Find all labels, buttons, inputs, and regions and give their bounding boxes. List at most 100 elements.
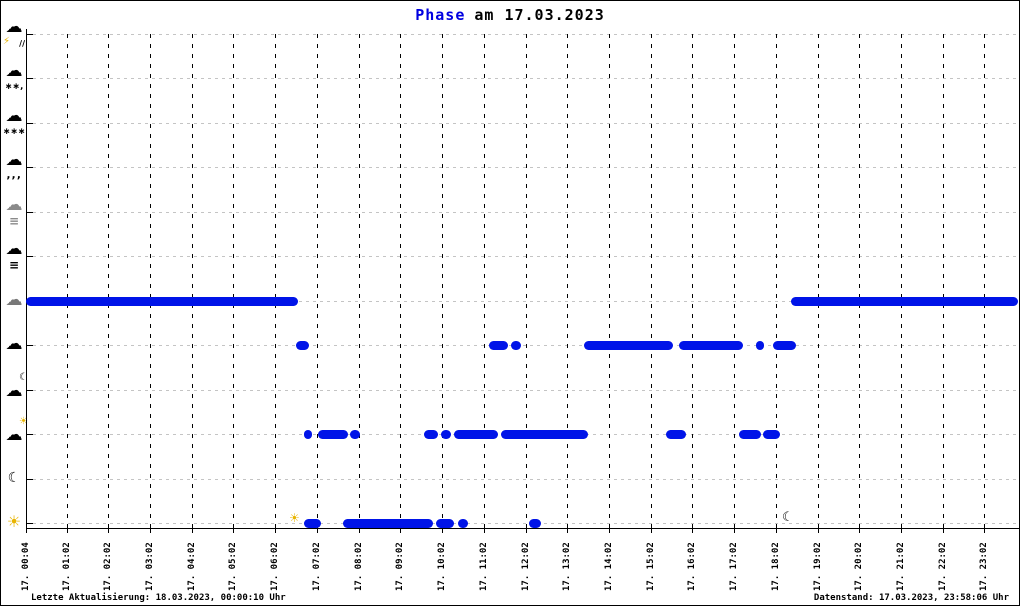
x-tick xyxy=(317,529,318,533)
x-tick-label: 17. 00:04 xyxy=(21,542,31,591)
v-gridline xyxy=(359,34,360,528)
v-gridline xyxy=(818,34,819,528)
h-gridline xyxy=(26,123,1019,124)
v-gridline xyxy=(400,34,401,528)
cloud-sun-icon-overlay: ☀ xyxy=(19,416,28,427)
x-tick xyxy=(818,529,819,533)
y-tick xyxy=(26,390,33,391)
cloud-moon-icon: ☁ ☾ xyxy=(2,372,29,405)
y-tick xyxy=(26,123,33,124)
v-gridline xyxy=(150,34,151,528)
v-gridline xyxy=(943,34,944,528)
v-gridline xyxy=(192,34,193,528)
snow-icon: ☁ ∗∗∗ xyxy=(2,106,26,138)
x-tick-label: 17. 06:02 xyxy=(270,542,280,591)
y-tick xyxy=(26,479,33,480)
sleet-icon-detail: ∗∗‚ xyxy=(4,82,24,92)
data-segment xyxy=(791,297,1018,306)
x-tick xyxy=(150,529,151,533)
cloud-sun-icon: ☁ ☀ xyxy=(2,416,29,449)
x-tick-label: 17. 12:02 xyxy=(521,542,531,591)
x-tick xyxy=(484,529,485,533)
v-gridline xyxy=(651,34,652,528)
data-segment xyxy=(436,519,454,528)
sun-icon: ☀ xyxy=(2,506,26,538)
rain-icon-detail: ‚‚‚ xyxy=(6,168,22,181)
y-tick xyxy=(26,345,33,346)
v-gridline xyxy=(108,34,109,528)
v-gridline xyxy=(275,34,276,528)
v-gridline xyxy=(526,34,527,528)
data-segment xyxy=(584,341,673,350)
x-tick-label: 17. 15:02 xyxy=(646,542,656,591)
x-tick-label: 17. 22:02 xyxy=(938,542,948,591)
h-gridline xyxy=(26,345,1019,346)
mist-icon: ☁ ≡ xyxy=(2,195,26,228)
fog-icon: ☁ ≡ xyxy=(2,239,26,272)
data-segment xyxy=(441,430,451,439)
data-segment xyxy=(489,341,508,350)
y-tick xyxy=(26,256,33,257)
x-tick xyxy=(651,529,652,533)
x-tick-label: 17. 21:02 xyxy=(896,542,906,591)
y-tick xyxy=(26,434,33,435)
h-gridline xyxy=(26,167,1019,168)
x-tick-label: 17. 19:02 xyxy=(813,542,823,591)
v-gridline xyxy=(317,34,318,528)
sunset-moon-icon: ☾ xyxy=(782,510,794,525)
thunderstorm-icon-detail: ∕∕ xyxy=(19,39,25,48)
x-tick xyxy=(67,529,68,533)
sleet-icon: ☁ ∗∗‚ xyxy=(2,61,26,93)
cloud-moon-icon-overlay: ☾ xyxy=(19,372,28,383)
x-tick-label: 17. 23:02 xyxy=(979,542,989,591)
data-segment xyxy=(458,519,468,528)
lightning-bolt-glyph: ⚡ xyxy=(3,36,11,47)
data-segment xyxy=(773,341,796,350)
x-tick-label: 17. 07:02 xyxy=(312,542,322,591)
v-gridline xyxy=(484,34,485,528)
moon-icon: ☾ xyxy=(2,462,26,494)
v-gridline xyxy=(734,34,735,528)
x-axis-line xyxy=(26,528,1019,529)
moon-icon-glyph: ☾ xyxy=(7,470,21,486)
x-tick xyxy=(108,529,109,533)
v-gridline xyxy=(442,34,443,528)
v-gridline xyxy=(233,34,234,528)
y-axis-line xyxy=(26,29,27,528)
x-tick-label: 17. 14:02 xyxy=(604,542,614,591)
v-gridline xyxy=(984,34,985,528)
data-segment xyxy=(679,341,743,350)
sleet-icon-glyph: ☁ xyxy=(5,61,23,81)
h-gridline xyxy=(26,34,1019,35)
thunderstorm-icon-glyph: ☁ xyxy=(5,17,23,37)
x-tick-label: 17. 18:02 xyxy=(771,542,781,591)
x-tick xyxy=(776,529,777,533)
data-segment xyxy=(26,297,298,306)
x-tick xyxy=(26,529,27,533)
x-tick-label: 17. 01:02 xyxy=(62,542,72,591)
data-segment xyxy=(511,341,521,350)
data-segment xyxy=(424,430,438,439)
chart-title-date: am 17.03.2023 xyxy=(474,6,605,24)
x-tick-label: 17. 11:02 xyxy=(479,542,489,591)
y-tick xyxy=(26,78,33,79)
x-tick xyxy=(567,529,568,533)
x-tick-label: 17. 10:02 xyxy=(437,542,447,591)
x-tick xyxy=(192,529,193,533)
data-segment xyxy=(296,341,309,350)
h-gridline xyxy=(26,212,1019,213)
y-tick xyxy=(26,212,33,213)
x-tick xyxy=(233,529,234,533)
x-tick xyxy=(943,529,944,533)
rain-icon-glyph: ☁ xyxy=(5,150,23,170)
last-update-text: Letzte Aktualisierung: 18.03.2023, 00:00… xyxy=(31,593,286,603)
x-tick-label: 17. 05:02 xyxy=(228,542,238,591)
v-gridline xyxy=(776,34,777,528)
rain-icon: ☁ ‚‚‚ xyxy=(2,150,26,182)
cloud-moon-icon-glyph: ☁ xyxy=(5,381,23,401)
data-segment xyxy=(529,519,541,528)
chart-title-accent: Phase xyxy=(415,6,466,24)
thunderstorm-icon: ☁ ⚡ ∕∕ xyxy=(2,17,26,49)
sunrise-sun-icon: ☀ xyxy=(289,511,300,525)
